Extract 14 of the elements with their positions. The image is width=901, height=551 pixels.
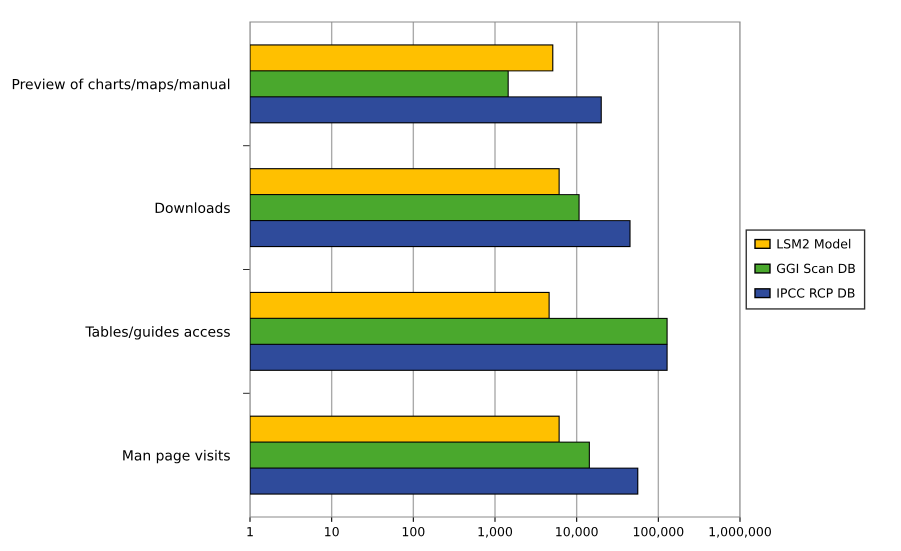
x-tick-label: 1,000 xyxy=(478,526,512,538)
y-tick-label: Preview of charts/maps/manual xyxy=(12,78,230,92)
legend-label: GGI Scan DB xyxy=(776,264,855,274)
y-tick-label: Downloads xyxy=(156,202,230,214)
legend-label: IPCC RCP DB xyxy=(777,288,855,298)
x-tick-label: 1 xyxy=(247,527,253,536)
x-tick-label: 10 xyxy=(325,526,339,536)
x-tick-label: 100,000 xyxy=(634,526,684,538)
y-tick-label: Man page visits xyxy=(123,450,230,464)
x-tick-label: 1,000,000 xyxy=(710,526,771,538)
x-tick-label: 10,000 xyxy=(556,526,598,538)
legend-label: LSM2 Model xyxy=(777,238,850,249)
x-tick-label: 100 xyxy=(402,526,424,536)
y-tick-label: Tables/guides access xyxy=(85,326,230,340)
